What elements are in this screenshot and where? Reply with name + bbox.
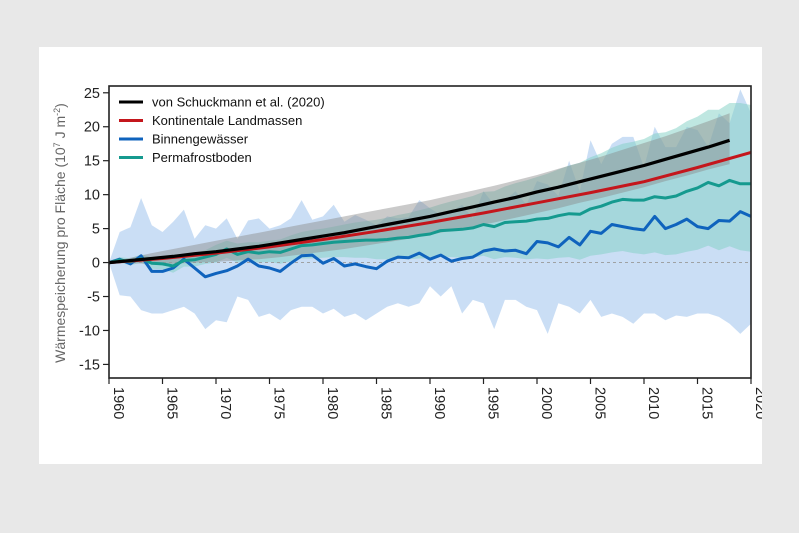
x-tick-label: 1960 <box>110 387 126 419</box>
x-tick-label: 1970 <box>217 387 233 419</box>
legend: von Schuckmann et al. (2020) Kontinentale… <box>119 95 325 165</box>
x-tick-label: 1965 <box>164 387 180 419</box>
x-tick-label: 1985 <box>378 387 394 419</box>
x-tick-label: 2000 <box>538 387 554 419</box>
x-tick-label: 1990 <box>431 387 447 419</box>
y-tick-label: 15 <box>84 154 100 170</box>
legend-label: Kontinentale Landmassen <box>152 113 302 128</box>
x-tick-label: 1975 <box>271 387 287 419</box>
series-lines <box>109 138 751 279</box>
x-tick-label: 2005 <box>592 387 608 419</box>
x-tick-label: 2020 <box>752 387 762 419</box>
legend-label: Permafrostboden <box>152 150 252 165</box>
line-von-schuckmann <box>109 138 731 265</box>
y-tick-label: -10 <box>79 323 100 339</box>
x-tick-label: 2015 <box>699 387 715 419</box>
y-tick-label: 5 <box>92 222 100 238</box>
x-tick-label: 1980 <box>324 387 340 419</box>
y-tick-label: 20 <box>84 120 100 136</box>
y-axis: -15 -10 -5 0 5 10 15 20 25 <box>79 86 109 373</box>
legend-label: Binnengewässer <box>152 132 249 147</box>
x-tick-label: 2010 <box>645 387 661 419</box>
x-tick-label: 1995 <box>485 387 501 419</box>
legend-label: von Schuckmann et al. (2020) <box>152 95 325 110</box>
x-axis: 1960 1965 1970 1975 1980 1985 1990 1995 2000 2005… <box>108 378 762 419</box>
y-tick-label: 25 <box>84 86 100 102</box>
y-tick-label: -15 <box>79 357 100 373</box>
y-tick-label: 10 <box>84 188 100 204</box>
y-tick-label: -5 <box>87 290 100 306</box>
chart-panel: -15 -10 -5 0 5 10 15 20 25 1960 1965 1970 1975 1980 1… <box>39 47 762 464</box>
line-binnengewaesser <box>109 210 751 279</box>
y-tick-label: 0 <box>92 256 100 272</box>
y-axis-label: Wärmespeicherung pro Fläche (107 J m-2) <box>52 103 68 363</box>
